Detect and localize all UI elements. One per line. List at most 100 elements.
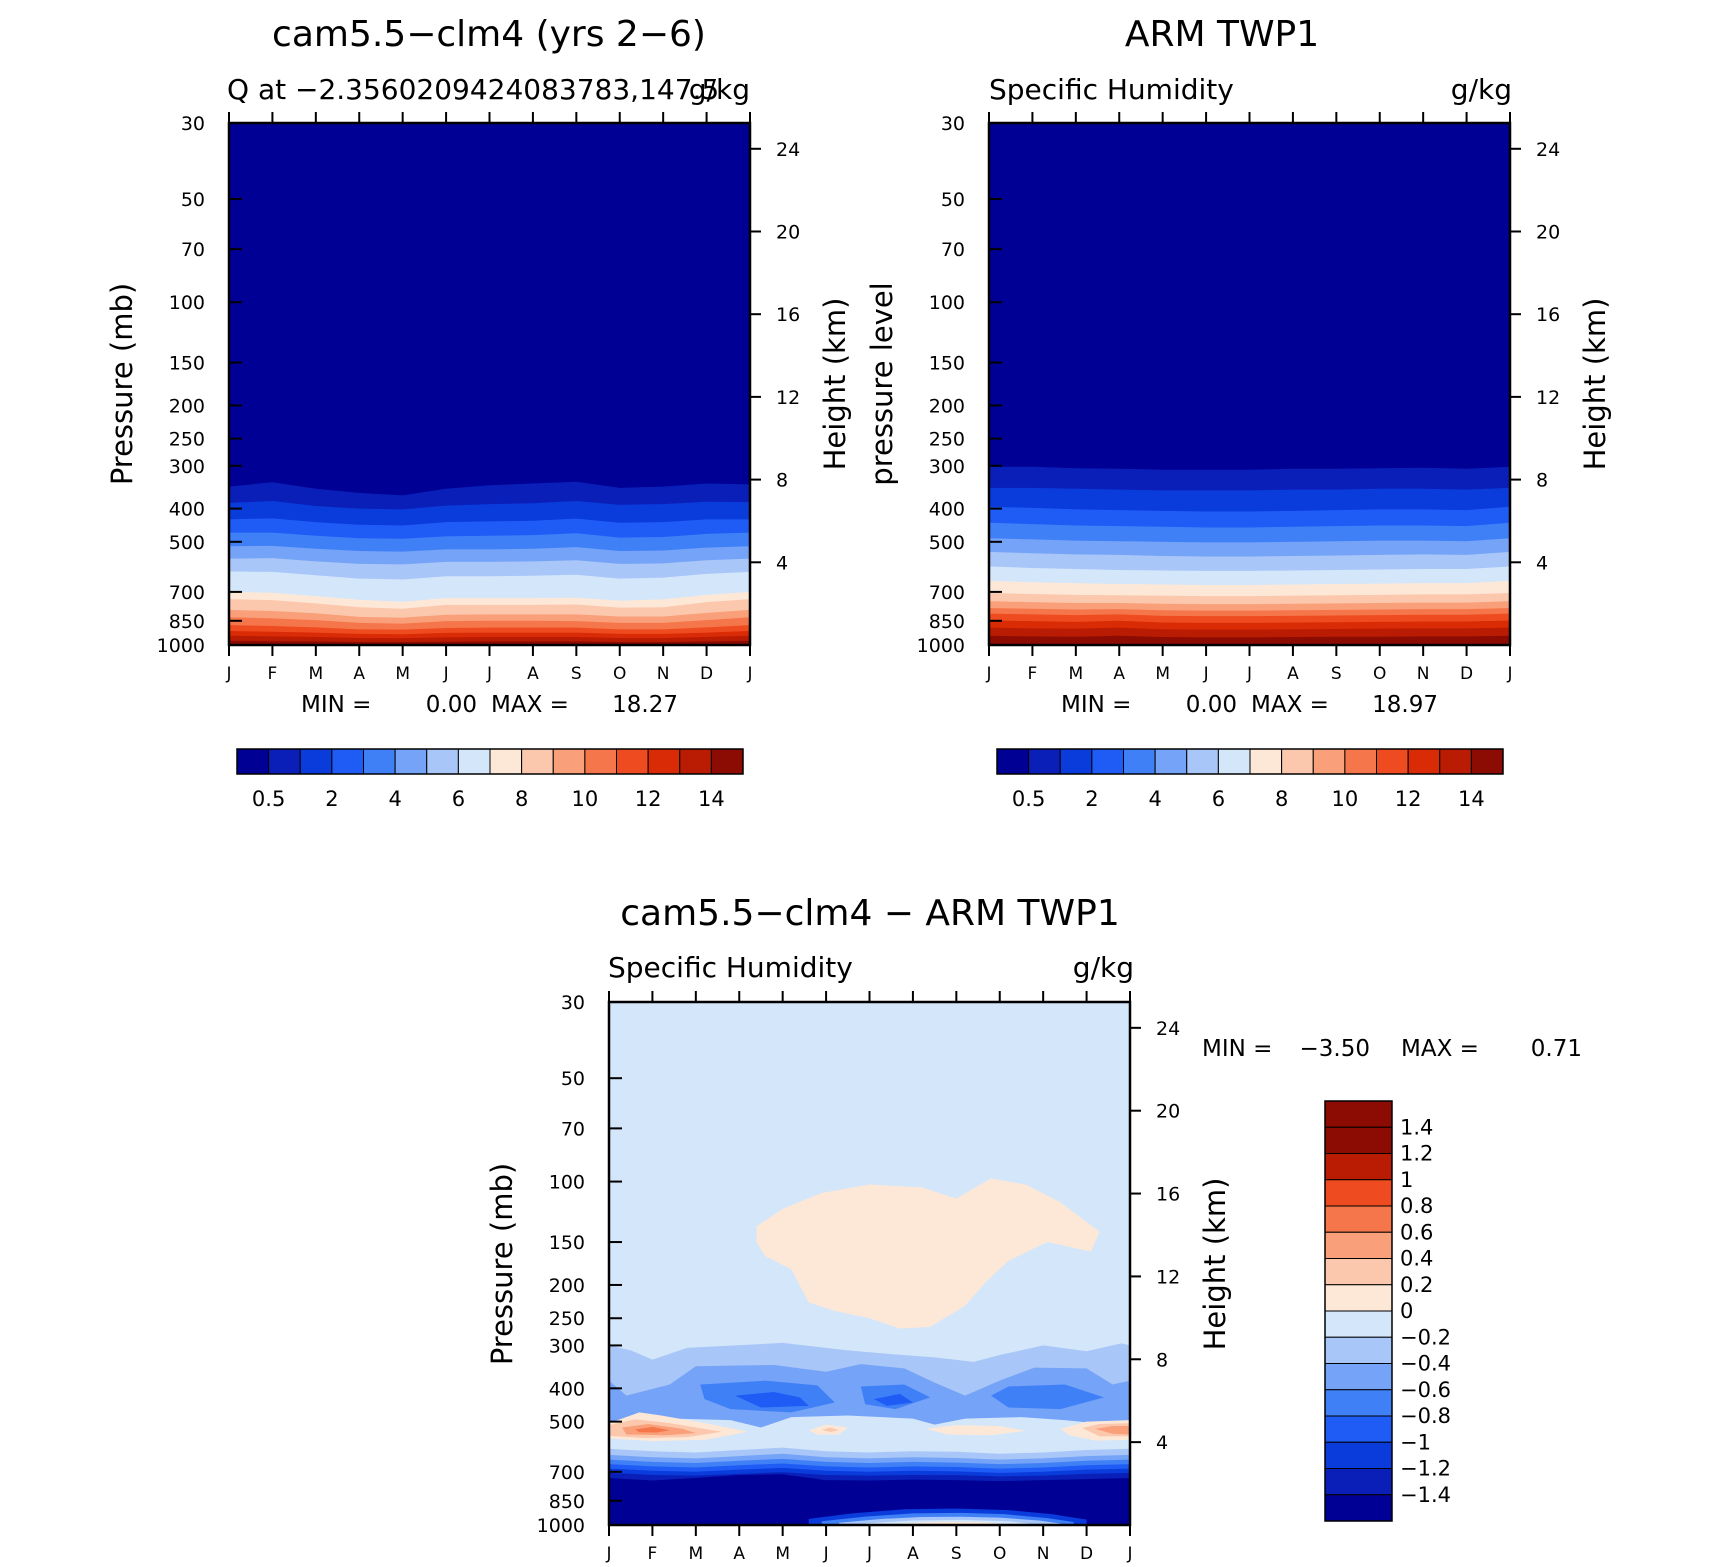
y-tick-label: 70	[561, 1118, 585, 1140]
y-tick-label: 100	[929, 292, 965, 314]
colorbar-label: 1.2	[1400, 1142, 1433, 1166]
colorbar-label: −0.4	[1400, 1352, 1451, 1376]
y-axis-label-left: Pressure (mb)	[485, 1163, 519, 1365]
y-tick-label-right: 8	[1156, 1349, 1168, 1371]
colorbar-label: −0.6	[1400, 1378, 1451, 1402]
x-tick-label: M	[1068, 664, 1083, 684]
colorbar-label: 12	[1395, 787, 1422, 811]
colorbar-label: −0.2	[1400, 1325, 1451, 1349]
colorbar-swatch	[1324, 1284, 1393, 1312]
min-value: 0.00	[1186, 692, 1237, 718]
colorbar-label: 6	[452, 787, 465, 811]
x-tick-label: S	[951, 1544, 962, 1564]
y-tick-label: 300	[169, 456, 205, 478]
panel-subtitle-units: g/kg	[689, 73, 750, 106]
colorbar-swatch	[457, 748, 491, 775]
y-tick-label-right: 20	[1156, 1101, 1180, 1123]
y-axis-label-right: Height (km)	[818, 298, 852, 471]
x-tick-label: J	[1506, 664, 1512, 684]
x-tick-label: O	[613, 664, 626, 684]
x-tick-label: A	[1113, 664, 1125, 684]
panel-subtitle-units: g/kg	[1451, 73, 1512, 106]
x-tick-label: A	[907, 1544, 919, 1564]
colorbar-swatch	[1324, 1100, 1393, 1128]
y-tick-label: 150	[929, 353, 965, 375]
panel-model: cam5.5−clm4 (yrs 2−6) Q at −2.3560209424…	[105, 14, 852, 811]
y-tick-label: 30	[181, 113, 205, 135]
x-tick-label: M	[775, 1544, 790, 1564]
colorbar-label: 10	[572, 787, 599, 811]
colorbar-swatch	[1324, 1389, 1393, 1417]
max-value: 18.97	[1372, 692, 1438, 718]
colorbar-label: 1	[1400, 1168, 1413, 1192]
colorbar-swatch	[1324, 1415, 1393, 1443]
x-tick-label: F	[268, 664, 278, 684]
y-tick-label: 500	[549, 1412, 585, 1434]
x-tick-label: M	[395, 664, 410, 684]
panel-title: cam5.5−clm4 − ARM TWP1	[620, 893, 1120, 934]
colorbar-swatch	[1249, 748, 1283, 775]
max-label: MAX =	[1251, 692, 1329, 718]
y-tick-label-right: 20	[1536, 221, 1560, 243]
colorbar-label: 0.5	[1012, 787, 1045, 811]
colorbar-swatch	[426, 748, 459, 775]
y-tick-label: 200	[549, 1275, 585, 1297]
colorbar-label: 10	[1332, 787, 1359, 811]
colorbar-label: 0.8	[1400, 1194, 1433, 1218]
y-tick-label: 150	[169, 353, 205, 375]
y-tick-label: 400	[549, 1378, 585, 1400]
colorbar-swatch	[1028, 748, 1061, 775]
x-tick-label: J	[746, 664, 752, 684]
y-tick-label: 400	[929, 499, 965, 521]
panel-title: cam5.5−clm4 (yrs 2−6)	[272, 14, 706, 55]
min-value: 0.00	[426, 692, 477, 718]
colorbar-label: 0.4	[1400, 1247, 1433, 1271]
colorbar-swatch	[1324, 1205, 1393, 1233]
contour-band	[991, 1384, 1104, 1410]
colorbar-label: 14	[1458, 787, 1485, 811]
y-tick-label: 300	[549, 1335, 585, 1357]
x-tick-label: S	[571, 664, 582, 684]
y-tick-label: 1000	[157, 635, 205, 657]
y-tick-label: 200	[929, 395, 965, 417]
panel-subtitle-left: Specific Humidity	[608, 951, 853, 984]
colorbar-swatch	[552, 748, 586, 775]
colorbar-frame	[996, 748, 1504, 775]
colorbar-swatch	[1312, 748, 1346, 775]
x-tick-label: A	[1287, 664, 1299, 684]
colorbar-swatch	[1324, 1441, 1393, 1469]
colorbar-label: 4	[388, 787, 401, 811]
y-tick-label: 700	[549, 1462, 585, 1484]
colorbar-label: 0.2	[1400, 1273, 1433, 1297]
colorbar-label: 6	[1212, 787, 1225, 811]
x-tick-label: O	[993, 1544, 1006, 1564]
x-tick-label: N	[1037, 1544, 1050, 1564]
colorbar-swatch	[1344, 748, 1377, 775]
y-tick-label-right: 12	[776, 387, 800, 409]
x-tick-label: J	[985, 664, 991, 684]
y-axis-label-left: Pressure (mb)	[105, 283, 139, 485]
y-tick-label-right: 12	[1536, 387, 1560, 409]
colorbar-swatch	[1376, 748, 1409, 775]
y-tick-label: 100	[549, 1172, 585, 1194]
y-tick-label: 1000	[917, 635, 965, 657]
panel-observation: ARM TWP1 Specific Humidity g/kg 30 50 70 10…	[865, 14, 1612, 811]
y-tick-label: 50	[561, 1068, 585, 1090]
x-tick-label: J	[605, 1544, 611, 1564]
x-tick-label: J	[1126, 1544, 1132, 1564]
colorbar-swatch	[1324, 1336, 1393, 1364]
y-tick-label: 500	[929, 532, 965, 554]
min-value: −3.50	[1300, 1036, 1370, 1062]
x-tick-label: F	[1028, 664, 1038, 684]
x-tick-label: D	[700, 664, 713, 684]
x-tick-label: A	[527, 664, 539, 684]
colorbar-swatch	[1324, 1363, 1393, 1391]
colorbar-label: 0.5	[252, 787, 285, 811]
colorbar-swatch	[710, 748, 744, 775]
colorbar-swatch	[1281, 748, 1314, 775]
y-tick-label-right: 12	[1156, 1266, 1180, 1288]
x-tick-label: J	[1246, 664, 1252, 684]
min-label: MIN =	[1202, 1036, 1272, 1062]
colorbar-swatch	[299, 748, 333, 775]
colorbar-swatch	[1407, 748, 1441, 775]
